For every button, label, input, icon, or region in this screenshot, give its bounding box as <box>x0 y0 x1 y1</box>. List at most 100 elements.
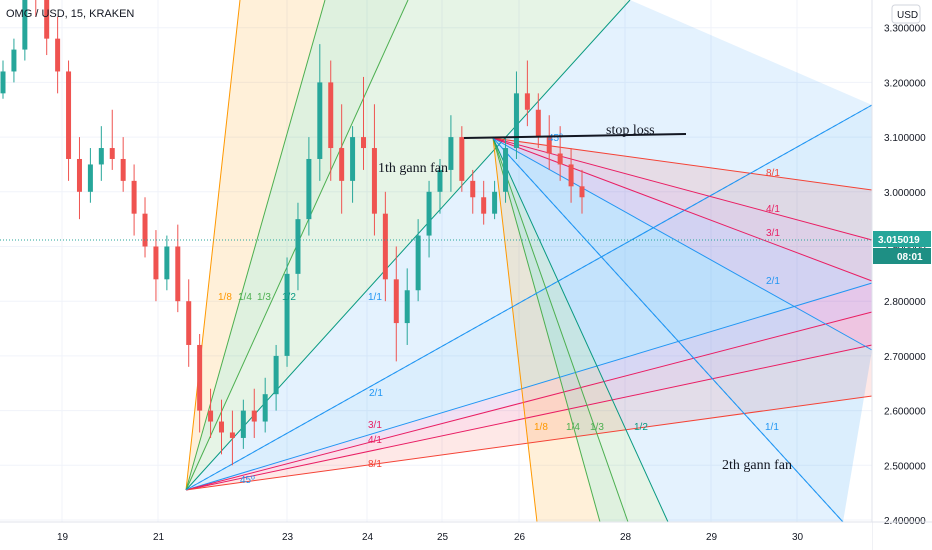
candle-body <box>55 38 61 72</box>
candle-body <box>0 71 6 94</box>
fan1-ray <box>185 311 873 491</box>
fan1-ray <box>185 344 873 491</box>
fan2-annotation: 2th gann fan <box>722 458 792 473</box>
candle-body <box>284 273 290 356</box>
candle-body <box>350 137 356 181</box>
candle-body <box>524 93 530 110</box>
fan2-ray-label: 2/1 <box>766 276 780 287</box>
candle-body <box>208 410 214 422</box>
time-axis[interactable] <box>0 522 872 550</box>
candle-body <box>535 109 541 138</box>
candle-body <box>568 164 574 187</box>
candle-body <box>557 153 563 165</box>
gann-fan-fills <box>186 0 872 522</box>
candle-body <box>229 432 235 438</box>
fan1-ray-label: 1/8 <box>218 292 232 303</box>
fan2-ray <box>492 137 538 523</box>
fan2-ray <box>492 137 601 523</box>
fan1-ray <box>185 0 631 491</box>
candle-body <box>492 191 498 214</box>
fan1-ray <box>185 282 873 491</box>
time-tick-label: 29 <box>706 532 718 543</box>
gann-fan-labels: 1/8 1/4 1/3 1/2 1/1 2/1 3/1 4/1 8/1 45º 1/8 1/4 1/3 1… <box>218 133 780 486</box>
candle-body <box>262 394 268 422</box>
fan2-ray <box>492 137 629 523</box>
time-tick-label: 25 <box>437 532 449 543</box>
candle-body <box>459 137 465 181</box>
currency-button[interactable]: USD <box>891 4 921 24</box>
candle-body <box>164 246 170 280</box>
candle-body <box>579 186 585 198</box>
candlestick-series <box>0 0 585 466</box>
fan2-ray-label: 4/1 <box>766 204 780 215</box>
time-tick-label: 28 <box>620 532 632 543</box>
fan1-fill-band <box>186 0 872 490</box>
bar-countdown: 08:01 <box>897 252 923 263</box>
time-tick-label: 19 <box>57 532 69 543</box>
fan1-ray <box>185 0 241 491</box>
fan2-fill-band <box>493 138 872 522</box>
currency-button-label: USD <box>897 10 918 21</box>
fan1-ray-label: 3/1 <box>368 420 382 431</box>
fan1-dashed-ray <box>185 104 873 491</box>
price-tick-label: 3.000000 <box>884 188 926 199</box>
candle-body <box>481 197 487 214</box>
candle-body <box>251 410 257 422</box>
candle-body <box>382 213 388 280</box>
candle-body <box>513 93 519 149</box>
fan2-ray <box>492 137 873 241</box>
candle-body <box>448 137 454 170</box>
candle-body <box>404 290 410 324</box>
candle-body <box>273 355 279 395</box>
last-price-badge: 3.015019 08:01 <box>873 231 931 264</box>
time-tick-label: 23 <box>282 532 294 543</box>
candle-body <box>415 235 421 291</box>
fan2-ray-label: 1/2 <box>634 422 648 433</box>
candle-body <box>109 148 115 159</box>
candle-body <box>175 246 181 302</box>
fan2-ray <box>492 137 669 523</box>
candle-body <box>295 219 301 274</box>
fan1-ray-label: 1/1 <box>368 292 382 303</box>
fan2-ray-label: 1/3 <box>590 422 604 433</box>
price-tick-label: 2.500000 <box>884 461 926 472</box>
price-tick-label: 2.700000 <box>884 352 926 363</box>
candle-body <box>76 158 82 192</box>
fan2-ray <box>492 137 873 351</box>
candle-body <box>11 49 17 72</box>
candle-body <box>98 148 104 165</box>
candle-body <box>66 71 72 159</box>
candle-body <box>240 410 246 438</box>
price-tick-label: 3.300000 <box>884 24 926 35</box>
candle-body <box>437 169 443 192</box>
stop-loss-line[interactable] <box>463 133 687 139</box>
fan2-ray <box>492 137 873 191</box>
candle-body <box>153 246 159 280</box>
chart-title: OMG / USD, 15, KRAKEN <box>6 8 134 20</box>
time-tick-label: 30 <box>792 532 804 543</box>
fan2-dashed-ray <box>492 137 844 523</box>
candle-body <box>339 148 345 181</box>
fan1-anchor-label: 45º <box>240 475 255 486</box>
fan2-ray-label: 1/4 <box>566 422 580 433</box>
price-tick-label: 2.600000 <box>884 407 926 418</box>
candle-body <box>317 82 323 159</box>
candle-body <box>503 148 509 192</box>
fan2-anchor-label: 45º <box>548 133 563 144</box>
fan1-annotation: 1th gann fan <box>378 161 448 176</box>
candle-body <box>186 301 192 345</box>
fan2-ray-label: 8/1 <box>766 168 780 179</box>
candle-body <box>197 344 203 411</box>
fan2-ray-label: 3/1 <box>766 228 780 239</box>
candle-body <box>393 279 399 324</box>
candle-body <box>131 180 137 214</box>
fan1-ray-label: 1/2 <box>282 292 296 303</box>
candle-body <box>426 191 432 236</box>
fan1-ray-label: 2/1 <box>369 388 383 399</box>
candle-body <box>22 0 28 50</box>
time-tick-label: 26 <box>514 532 526 543</box>
candle-body <box>87 164 93 192</box>
last-price-value: 3.015019 <box>878 235 920 246</box>
fan1-ray-label: 4/1 <box>368 435 382 446</box>
